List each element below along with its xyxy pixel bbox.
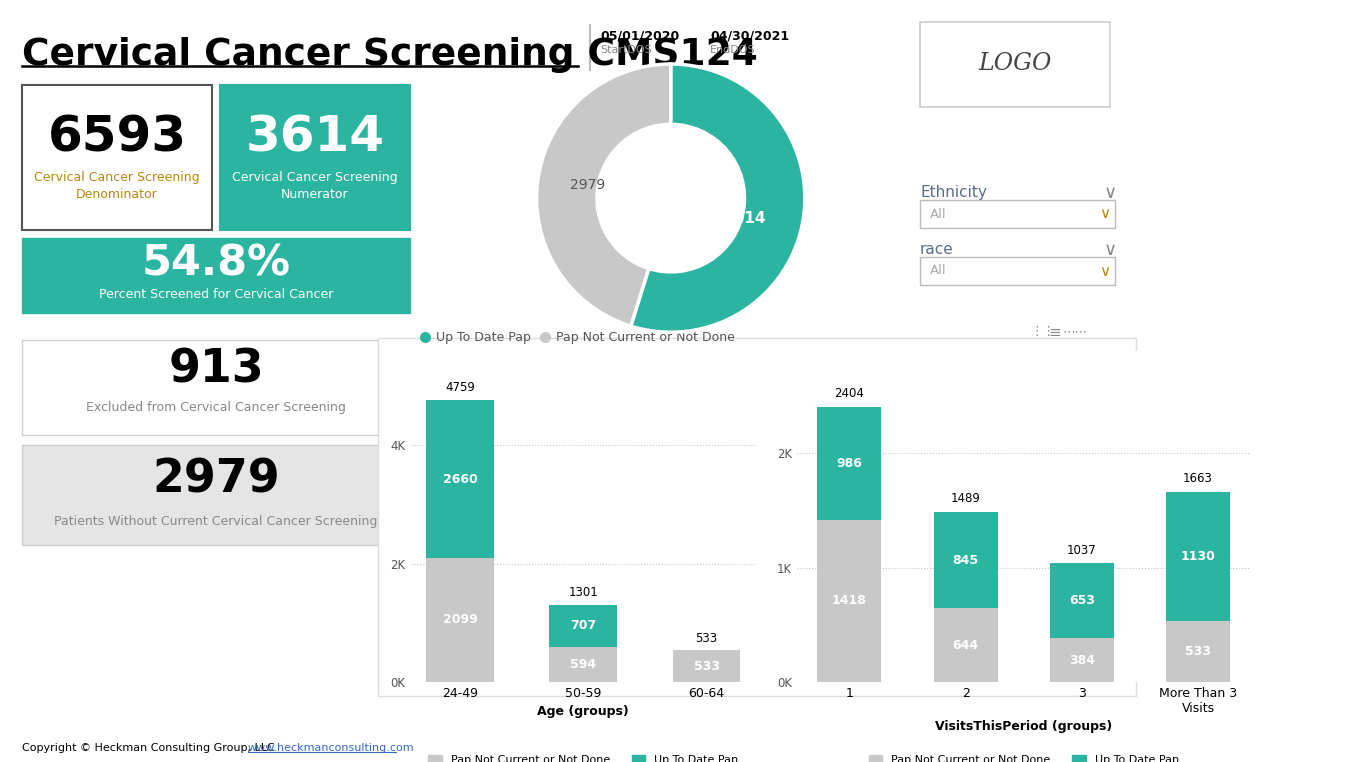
Legend: Pap Not Current or Not Done, Up To Date Pap: Pap Not Current or Not Done, Up To Date … [864, 751, 1183, 762]
Text: www.heckmanconsulting.com: www.heckmanconsulting.com [248, 743, 415, 753]
Text: Patients Without Current Cervical Cancer Screening: Patients Without Current Cervical Cancer… [54, 516, 378, 529]
Text: 644: 644 [953, 639, 978, 652]
FancyBboxPatch shape [920, 22, 1110, 107]
Bar [1167, 621, 1230, 682]
Text: 2404: 2404 [835, 387, 864, 400]
Text: 1130: 1130 [1180, 550, 1215, 563]
Text: All: All [930, 207, 947, 220]
Text: LOGO: LOGO [978, 53, 1051, 75]
Text: 3614: 3614 [245, 114, 385, 162]
Text: Percent Screened for Cervical Cancer: Percent Screened for Cervical Cancer [99, 287, 333, 300]
Text: ∨: ∨ [1099, 264, 1111, 278]
Bar [934, 512, 997, 608]
Text: Ethnicity: Ethnicity [920, 185, 986, 200]
Wedge shape [631, 64, 805, 332]
Text: Excluded from Cervical Cancer Screening: Excluded from Cervical Cancer Screening [87, 402, 346, 415]
Text: 913: 913 [168, 347, 264, 392]
Text: 845: 845 [953, 553, 978, 567]
Text: 533: 533 [1186, 645, 1211, 658]
FancyBboxPatch shape [22, 340, 411, 435]
FancyBboxPatch shape [22, 85, 211, 230]
Text: StartDOS: StartDOS [600, 45, 652, 55]
Text: 533: 533 [695, 632, 718, 645]
Text: ⋮⋮: ⋮⋮ [1030, 325, 1056, 338]
Text: 54.8%: 54.8% [141, 243, 290, 285]
Text: 6593: 6593 [47, 114, 187, 162]
Text: 2979: 2979 [570, 178, 606, 192]
X-axis label: VisitsThisPeriod (groups): VisitsThisPeriod (groups) [935, 720, 1112, 733]
Text: ⋯⋯: ⋯⋯ [1064, 325, 1088, 338]
Text: 653: 653 [1069, 594, 1095, 607]
Text: 2660: 2660 [443, 472, 477, 485]
Legend: Pap Not Current or Not Done, Up To Date Pap: Pap Not Current or Not Done, Up To Date … [424, 751, 743, 762]
X-axis label: Age (groups): Age (groups) [538, 706, 629, 719]
Text: Up To Date Pap: Up To Date Pap [436, 331, 531, 344]
Text: 533: 533 [694, 660, 720, 673]
Bar [672, 651, 740, 682]
Text: ∨: ∨ [1099, 207, 1111, 222]
Bar [427, 558, 495, 682]
Text: 1037: 1037 [1066, 543, 1096, 556]
Bar [1050, 638, 1114, 682]
Text: Cervical Cancer Screening
Numerator: Cervical Cancer Screening Numerator [232, 171, 398, 201]
Text: 3614: 3614 [724, 211, 766, 226]
Text: race: race [920, 242, 954, 258]
Bar [1050, 563, 1114, 638]
Text: 4759: 4759 [446, 381, 476, 395]
Bar [550, 647, 617, 682]
FancyBboxPatch shape [378, 338, 1135, 696]
Bar [1167, 492, 1230, 621]
Text: 986: 986 [836, 457, 862, 470]
Text: 1489: 1489 [951, 492, 981, 505]
Text: All: All [930, 264, 947, 277]
Text: 707: 707 [570, 620, 596, 632]
Text: Cervical Cancer Screening
Denominator: Cervical Cancer Screening Denominator [34, 171, 199, 201]
Text: ∨: ∨ [1103, 184, 1117, 202]
FancyBboxPatch shape [920, 200, 1115, 228]
Text: Cervical Cancer Screening CMS124: Cervical Cancer Screening CMS124 [22, 37, 757, 73]
Text: Pap Not Current or Not Done: Pap Not Current or Not Done [556, 331, 734, 344]
Text: EndDOS: EndDOS [710, 45, 756, 55]
Text: 1301: 1301 [569, 586, 598, 599]
Text: 2979: 2979 [152, 457, 280, 502]
Text: Copyright © Heckman Consulting Group, LLC: Copyright © Heckman Consulting Group, LL… [22, 743, 278, 753]
Bar [934, 608, 997, 682]
Bar [427, 400, 495, 558]
Text: 384: 384 [1069, 654, 1095, 667]
Text: 594: 594 [570, 658, 596, 671]
Text: 05/01/2020: 05/01/2020 [600, 30, 679, 43]
Text: 1418: 1418 [832, 594, 867, 607]
Text: 04/30/2021: 04/30/2021 [710, 30, 789, 43]
Bar [817, 407, 881, 520]
Text: 1663: 1663 [1183, 472, 1213, 485]
FancyBboxPatch shape [920, 257, 1115, 285]
Bar [817, 520, 881, 682]
FancyBboxPatch shape [220, 85, 411, 230]
Bar [550, 605, 617, 647]
Text: ≡: ≡ [1047, 325, 1061, 340]
FancyBboxPatch shape [22, 238, 411, 313]
Text: 2099: 2099 [443, 613, 477, 626]
Wedge shape [537, 64, 671, 326]
Text: ∨: ∨ [1103, 241, 1117, 259]
FancyBboxPatch shape [22, 445, 411, 545]
